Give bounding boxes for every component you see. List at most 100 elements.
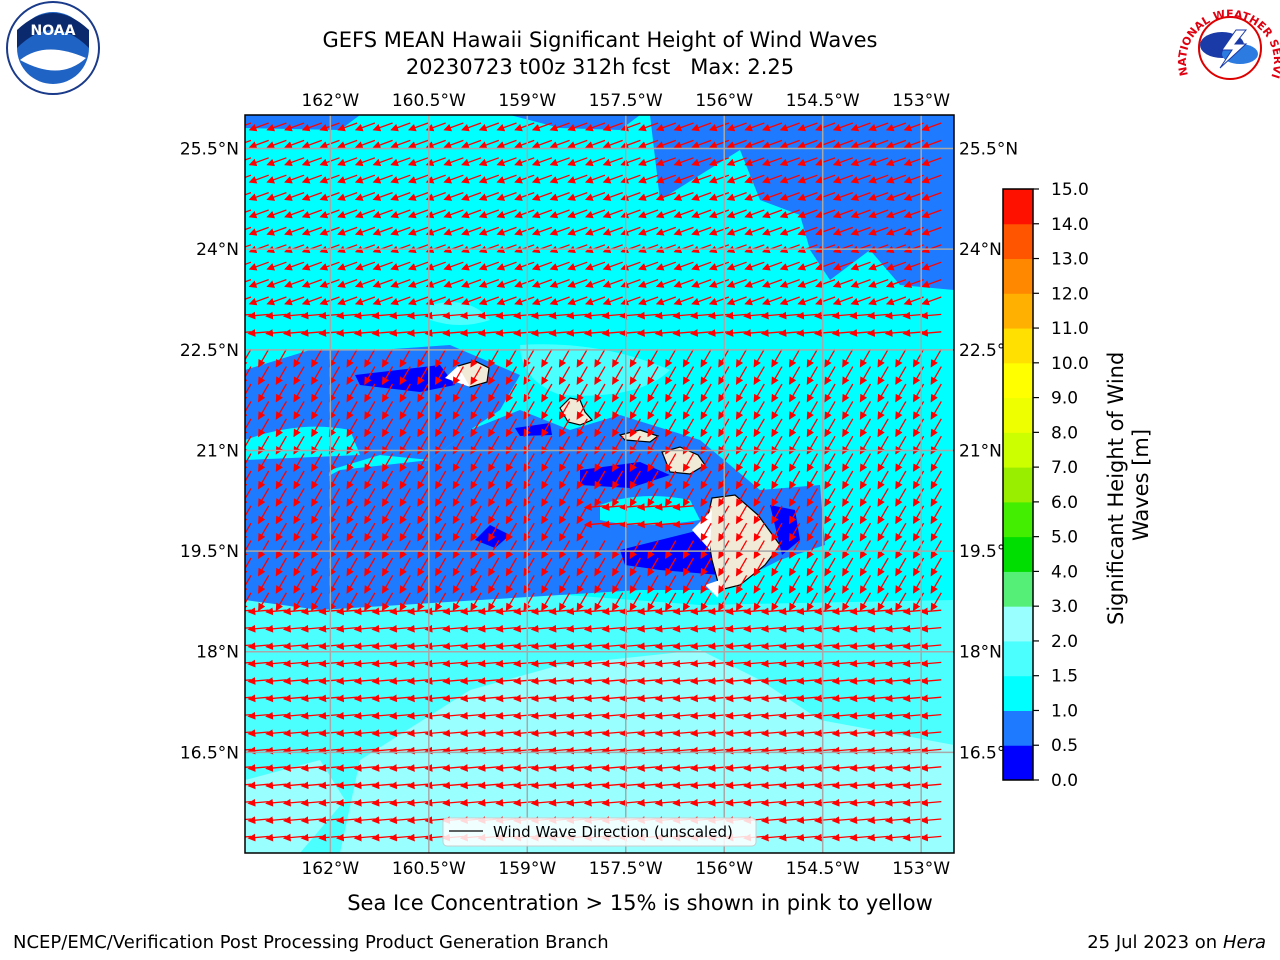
colorbar-tick-label: 5.0: [1051, 528, 1078, 548]
colorbar-tick-label: 11.0: [1051, 319, 1089, 339]
vector-arrow: [381, 418, 394, 438]
lon-tick-label: 159°W: [498, 859, 556, 879]
vector-arrow: [407, 261, 429, 271]
vector-arrow: [602, 122, 623, 132]
vector-arrow: [797, 226, 818, 236]
vector-arrow: [301, 122, 323, 132]
vector-arrow: [726, 296, 747, 306]
vector-arrow: [832, 226, 854, 236]
vector-arrow: [284, 278, 305, 288]
vector-arrow: [673, 296, 694, 306]
vector-arrow: [789, 366, 801, 386]
vector-arrow: [895, 348, 907, 368]
vector-arrow: [478, 261, 500, 271]
vector-arrow: [832, 157, 854, 167]
vector-arrow: [620, 191, 641, 201]
vector-arrow: [425, 139, 446, 149]
vector-arrow: [407, 191, 429, 201]
vector-arrow: [832, 209, 854, 219]
vector-arrow: [761, 157, 783, 167]
vector-arrow: [895, 366, 907, 386]
vector-arrow: [461, 209, 482, 219]
vector-arrow: [647, 470, 659, 490]
vector-arrow: [425, 157, 446, 167]
vector-arrow: [594, 418, 606, 438]
vector-arrow: [850, 139, 871, 149]
colorbar-tick-label: 0.0: [1051, 771, 1078, 791]
vector-arrow: [815, 174, 836, 184]
vector-arrow: [912, 453, 925, 473]
colorbar-segment: [1003, 606, 1033, 642]
vector-arrow: [584, 209, 606, 219]
vector-arrow: [620, 122, 641, 132]
vector-arrow: [761, 226, 783, 236]
vector-arrow: [673, 157, 694, 167]
vector-arrow: [638, 244, 659, 254]
vector-arrow: [912, 383, 925, 403]
vector-arrow: [478, 157, 500, 167]
vector-arrow: [514, 244, 535, 254]
vector-arrow: [726, 174, 747, 184]
vector-arrow: [850, 244, 871, 254]
vector-arrow: [372, 209, 393, 219]
vector-arrow: [523, 383, 535, 403]
vector-arrow: [354, 139, 376, 149]
vector-arrow: [381, 348, 394, 368]
vector-arrow: [372, 261, 393, 271]
vector-arrow: [311, 366, 323, 386]
vector-arrow: [496, 157, 517, 167]
vector-arrow: [496, 244, 517, 254]
vector-arrow: [726, 209, 747, 219]
vector-arrow: [266, 244, 287, 254]
vector-arrow: [602, 296, 623, 306]
vector-arrow: [921, 209, 942, 219]
vector-arrow: [655, 226, 677, 236]
colorbar-segment: [1003, 571, 1033, 607]
vector-arrow: [284, 157, 305, 167]
colorbar-segment: [1003, 675, 1033, 711]
vector-arrow: [390, 278, 411, 288]
vector-arrow: [531, 209, 553, 219]
vector-arrow: [461, 244, 482, 254]
vector-arrow: [584, 296, 606, 306]
vector-arrow: [647, 401, 659, 420]
vector-arrow: [576, 418, 588, 438]
vector-arrow: [514, 278, 535, 288]
vector-arrow: [478, 296, 500, 306]
vector-arrow: [691, 244, 712, 254]
colorbar-segment: [1003, 223, 1033, 260]
vector-arrow: [372, 174, 393, 184]
vector-arrow: [258, 453, 270, 473]
vector-arrow: [895, 383, 907, 403]
vector-arrow: [496, 209, 517, 219]
vector-arrow: [682, 401, 695, 420]
vector-arrow: [708, 174, 730, 184]
vector-arrow: [806, 453, 818, 473]
vector-arrow: [647, 453, 659, 473]
vector-arrow: [612, 453, 624, 473]
vector-arrow: [842, 348, 854, 368]
vector-arrow: [602, 209, 623, 219]
vector-arrow: [496, 139, 517, 149]
vector-arrow: [612, 401, 624, 420]
vector-arrow: [700, 401, 712, 420]
map-area: [245, 115, 954, 853]
vector-arrow: [797, 191, 818, 201]
vector-arrow: [284, 209, 305, 219]
vector-arrow: [797, 122, 818, 132]
vector-arrow: [372, 244, 393, 254]
vector-arrow: [771, 470, 783, 490]
vector-arrow: [921, 226, 942, 236]
nws-logo-text: NATIONAL WEATHER SERVICE: [0, 0, 1280, 80]
vector-arrow: [761, 278, 783, 288]
vector-arrow: [417, 401, 429, 420]
vector-arrow: [407, 226, 429, 236]
vector-arrow: [789, 453, 801, 473]
vector-arrow: [665, 366, 677, 386]
vector-arrow: [470, 470, 482, 490]
vector-arrow: [655, 122, 677, 132]
vector-arrow: [691, 278, 712, 288]
vector-arrow: [638, 191, 659, 201]
vector-arrow: [399, 348, 411, 368]
colorbar-segment: [1003, 467, 1033, 503]
